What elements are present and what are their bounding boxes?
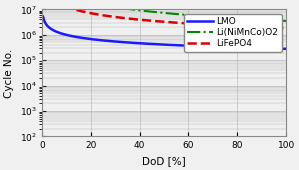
Li(NiMnCo)O2: [148, 11, 152, 13]
Li(NiMnCo)O2: [208, 16, 212, 18]
LiFePO4: [66, 6, 70, 8]
Li(NiMnCo)O2: [140, 10, 143, 12]
LiFePO4: [208, 24, 212, 26]
LMO: [284, 48, 288, 50]
Legend: LMO, Li(NiMnCo)O2, LiFePO4: LMO, Li(NiMnCo)O2, LiFePO4: [184, 14, 282, 52]
LiFePO4: [284, 27, 288, 29]
LMO: [231, 46, 234, 48]
Line: Li(NiMnCo)O2: Li(NiMnCo)O2: [43, 0, 286, 21]
LiFePO4: [140, 19, 143, 21]
Li(NiMnCo)O2: [235, 17, 239, 19]
Y-axis label: Cycle No.: Cycle No.: [4, 48, 14, 98]
LMO: [235, 46, 239, 48]
Li(NiMnCo)O2: [231, 17, 234, 19]
LMO: [140, 42, 143, 44]
LMO: [41, 16, 45, 18]
LMO: [208, 46, 212, 48]
LiFePO4: [231, 25, 234, 27]
LiFePO4: [148, 20, 152, 22]
Li(NiMnCo)O2: [284, 20, 288, 22]
X-axis label: DoD [%]: DoD [%]: [142, 156, 186, 166]
LiFePO4: [235, 25, 239, 27]
LMO: [148, 43, 152, 45]
Line: LMO: LMO: [43, 17, 286, 49]
Line: LiFePO4: LiFePO4: [43, 0, 286, 28]
LMO: [66, 34, 70, 36]
